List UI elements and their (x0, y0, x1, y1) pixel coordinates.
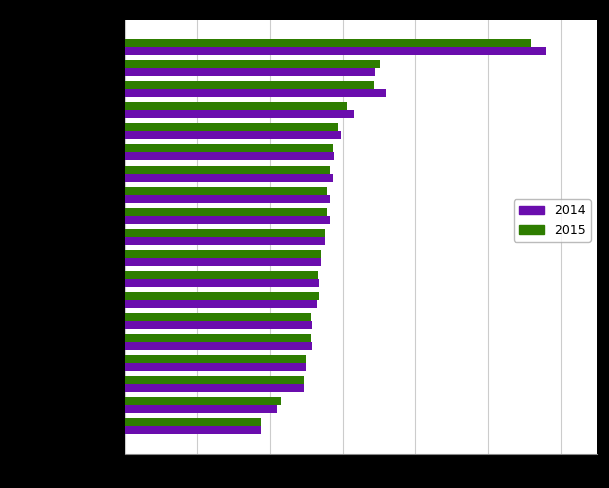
Legend: 2014, 2015: 2014, 2015 (514, 200, 591, 242)
Bar (125, 271, 318, 279)
Bar (125, 355, 306, 363)
Bar (125, 237, 325, 244)
Bar (125, 405, 277, 413)
Bar (125, 174, 333, 182)
Bar (125, 207, 326, 216)
Bar (125, 131, 341, 140)
Bar (125, 376, 304, 384)
Bar (125, 397, 281, 405)
Bar (125, 250, 321, 258)
Bar (125, 61, 381, 68)
Bar (125, 216, 329, 224)
Bar (125, 152, 334, 161)
Bar (125, 89, 386, 97)
Bar (125, 229, 325, 237)
Bar (125, 81, 374, 89)
Bar (125, 334, 311, 342)
Bar (125, 300, 317, 308)
Bar (125, 292, 320, 300)
Bar (125, 144, 333, 152)
Bar (125, 384, 304, 392)
Bar (125, 279, 320, 287)
Bar (125, 418, 261, 426)
Bar (125, 258, 321, 266)
Bar (125, 47, 546, 55)
Bar (125, 313, 311, 321)
Bar (125, 68, 375, 76)
Bar (125, 123, 337, 131)
Bar (125, 195, 329, 203)
Bar (125, 186, 328, 195)
Bar (125, 110, 354, 119)
Bar (125, 39, 532, 47)
Bar (125, 363, 306, 371)
Bar (125, 321, 312, 329)
Bar (125, 426, 261, 434)
Bar (125, 342, 312, 350)
Bar (125, 165, 329, 174)
Bar (125, 102, 347, 110)
